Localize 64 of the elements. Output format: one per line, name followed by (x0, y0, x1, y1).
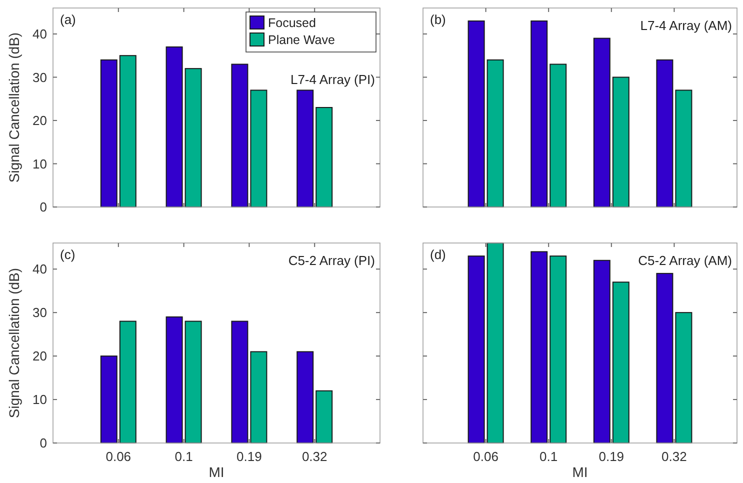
bar (184, 320, 202, 444)
legend-label: Focused (268, 16, 316, 30)
bar (675, 312, 692, 444)
y-axis-title: Signal Cancellation (dB) (6, 32, 22, 183)
bar (675, 90, 692, 208)
y-tick-label: 40 (32, 26, 47, 42)
x-tick-label: 0.19 (236, 449, 262, 464)
bar (250, 90, 268, 208)
bar (184, 68, 202, 208)
y-tick-label: 0 (40, 200, 47, 215)
y-tick-label: 20 (32, 113, 47, 128)
annotation: (c) (60, 247, 76, 262)
bar (612, 76, 630, 208)
bar (612, 282, 630, 444)
y-tick-label: 30 (32, 70, 47, 85)
bar (550, 64, 567, 208)
bar (316, 390, 333, 444)
bar (166, 316, 183, 444)
bar (486, 242, 504, 444)
annotation: (d) (430, 247, 446, 262)
bar (100, 356, 118, 444)
bar (550, 256, 567, 444)
bar (316, 107, 333, 208)
bar (100, 59, 118, 208)
y-tick-label: 30 (32, 305, 47, 320)
bar (656, 272, 674, 444)
bar (296, 90, 314, 208)
x-axis-title: MI (572, 464, 588, 480)
y-tick-label: 10 (32, 156, 47, 172)
bar (296, 351, 314, 444)
x-tick-label: 0.32 (302, 449, 328, 464)
x-tick-label: 0.06 (473, 449, 498, 464)
annotation: L7-4 Array (PI) (290, 72, 375, 87)
bar (468, 20, 485, 208)
bar (119, 320, 136, 444)
bar (231, 320, 248, 444)
y-tick-label: 20 (32, 348, 47, 364)
x-tick-label: 0.06 (106, 449, 132, 464)
legend-label: Plane Wave (268, 33, 335, 47)
bar (468, 256, 485, 444)
bar (530, 251, 548, 444)
bar (119, 55, 136, 208)
annotation: C5-2 Array (PI) (288, 253, 375, 268)
annotation: C5-2 Array (AM) (638, 253, 732, 268)
annotation: L7-4 Array (AM) (640, 18, 732, 33)
x-axis-title: MI (208, 464, 224, 480)
y-axis-title: Signal Cancellation (dB) (6, 268, 22, 418)
y-tick-label: 0 (40, 436, 47, 451)
bar (166, 46, 183, 208)
x-tick-label: 0.32 (662, 449, 687, 464)
bar (530, 20, 548, 208)
y-tick-label: 40 (32, 262, 47, 277)
bar (656, 59, 674, 208)
bar (593, 38, 610, 208)
bar (486, 59, 504, 208)
x-tick-label: 0.19 (598, 449, 624, 464)
bar (250, 351, 268, 444)
annotation: (a) (60, 12, 76, 27)
annotation: (b) (430, 12, 446, 27)
x-tick-label: 0.1 (540, 449, 558, 464)
x-tick-label: 0.1 (174, 449, 193, 464)
bar (231, 64, 248, 208)
bar (593, 260, 610, 444)
y-tick-label: 10 (32, 392, 47, 408)
